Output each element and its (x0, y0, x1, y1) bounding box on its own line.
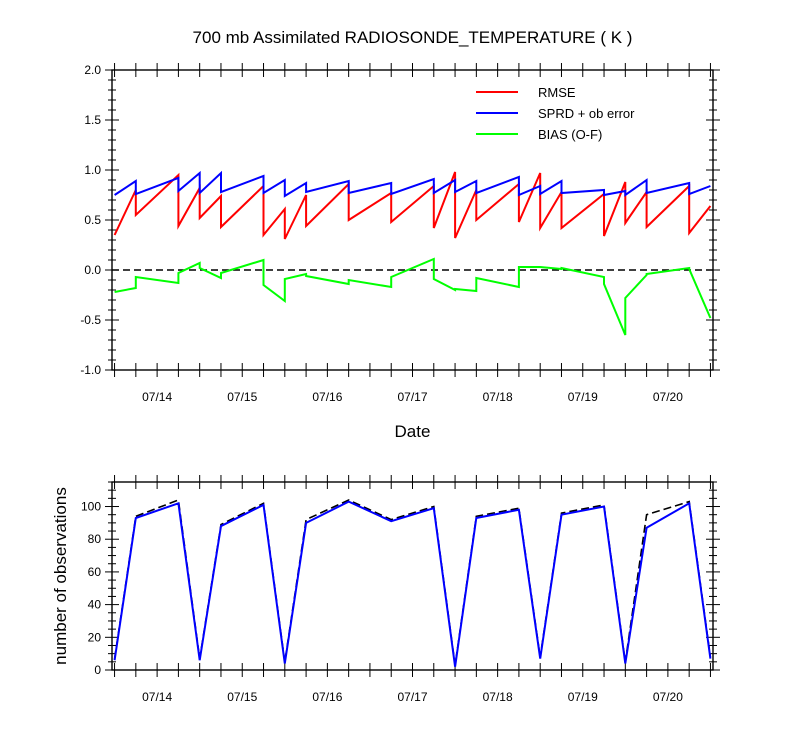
y-tick-label: -1.0 (80, 363, 101, 377)
y-tick-label: 2.0 (84, 63, 101, 77)
series-line-0 (113, 498, 712, 666)
series-line-2 (114, 257, 712, 336)
top-chart: 700 mb Assimilated RADIOSONDE_TEMPERATUR… (80, 28, 720, 441)
legend-label: SPRD + ob error (538, 106, 635, 121)
y-tick-label: 100 (81, 500, 101, 514)
x-tick-label: 07/18 (483, 690, 513, 704)
chart-title: 700 mb Assimilated RADIOSONDE_TEMPERATUR… (193, 28, 633, 47)
x-tick-label: 07/14 (142, 690, 172, 704)
x-tick-label: 07/20 (653, 690, 683, 704)
y-tick-label: 40 (88, 598, 102, 612)
y-tick-label: 1.0 (84, 163, 101, 177)
x-tick-label: 07/20 (653, 390, 683, 404)
x-tick-label: 07/16 (312, 390, 342, 404)
y-tick-label: 1.5 (84, 113, 101, 127)
x-tick-label: 07/17 (397, 390, 427, 404)
x-tick-label: 07/14 (142, 390, 172, 404)
series-line-0 (113, 171, 712, 240)
x-tick-label: 07/16 (312, 690, 342, 704)
x-tick-label: 07/15 (227, 690, 257, 704)
x-tick-label: 07/17 (397, 690, 427, 704)
x-axis-title: Date (395, 422, 431, 441)
x-tick-label: 07/19 (568, 390, 598, 404)
bottom-chart: 0 20 40 60 80 100 07/14 07/15 07/16 07/17 07/18 07/… (51, 475, 720, 704)
y-tick-label: 20 (88, 630, 102, 644)
y-axis-title: number of observations (51, 487, 70, 665)
series-line-1 (114, 170, 711, 198)
y-tick-label: 0.0 (84, 263, 101, 277)
legend-label: RMSE (538, 85, 576, 100)
y-tick-label: 80 (88, 532, 102, 546)
x-tick-label: 07/19 (568, 690, 598, 704)
y-tick-label: 0 (94, 663, 101, 677)
y-tick-label: -0.5 (80, 313, 101, 327)
y-tick-label: 60 (88, 565, 102, 579)
series-line-1 (113, 500, 712, 667)
y-tick-label: 0.5 (84, 213, 101, 227)
x-tick-label: 07/15 (227, 390, 257, 404)
legend-label: BIAS (O-F) (538, 127, 602, 142)
x-tick-label: 07/18 (483, 390, 513, 404)
